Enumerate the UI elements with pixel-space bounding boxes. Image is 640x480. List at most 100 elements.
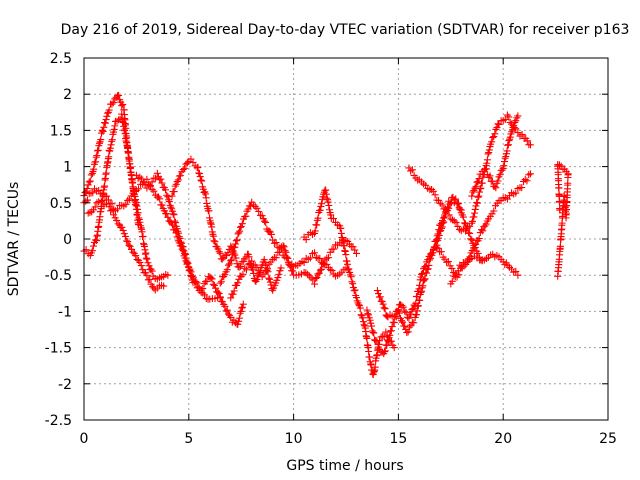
data-point: [134, 185, 142, 193]
data-point: [428, 185, 436, 193]
y-tick-label: 2: [63, 87, 72, 103]
data-point: [92, 236, 100, 244]
data-point: [111, 122, 119, 130]
data-point: [468, 192, 476, 200]
data-point: [107, 207, 115, 215]
data-point: [134, 221, 142, 229]
data-point: [238, 220, 246, 228]
data-point: [88, 247, 96, 255]
data-point: [416, 296, 424, 304]
data-point: [304, 270, 312, 278]
data-point: [318, 265, 326, 273]
data-point: [555, 184, 563, 192]
data-point: [208, 223, 216, 231]
data-point: [410, 319, 418, 327]
data-point: [239, 303, 247, 311]
data-point: [313, 274, 321, 282]
data-point: [443, 207, 451, 215]
data-point: [326, 248, 334, 256]
data-point: [177, 238, 185, 246]
data-point: [363, 334, 371, 342]
data-point: [126, 242, 134, 250]
data-point: [261, 259, 269, 267]
data-point: [239, 300, 247, 308]
data-point: [84, 181, 92, 189]
data-point: [263, 264, 271, 272]
series-track-15: [468, 112, 522, 200]
data-point: [241, 264, 249, 272]
data-point: [100, 123, 108, 131]
data-point: [315, 269, 323, 277]
data-point: [505, 137, 513, 145]
data-point: [364, 310, 372, 318]
data-point: [429, 187, 437, 195]
data-point: [457, 263, 465, 271]
data-point: [209, 280, 217, 288]
data-point: [160, 282, 168, 290]
data-point: [386, 331, 394, 339]
data-point: [265, 274, 273, 282]
data-point: [448, 277, 456, 285]
data-point: [131, 187, 139, 195]
data-point: [210, 237, 218, 245]
data-point: [302, 269, 310, 277]
data-point: [342, 251, 350, 259]
data-point: [410, 301, 418, 309]
data-point: [512, 189, 520, 197]
data-point: [274, 274, 282, 282]
data-point: [454, 200, 462, 208]
data-point: [326, 266, 334, 274]
y-tick-label: -2: [58, 377, 72, 393]
data-point: [181, 249, 189, 257]
data-point: [236, 309, 244, 317]
data-point: [306, 254, 314, 262]
data-point: [170, 211, 178, 219]
data-point: [432, 237, 440, 245]
data-point: [435, 226, 443, 234]
data-point: [92, 158, 100, 166]
data-point: [132, 252, 140, 260]
data-point: [351, 286, 359, 294]
data-point: [141, 181, 149, 189]
data-point: [200, 188, 208, 196]
data-point: [318, 200, 326, 208]
data-point: [328, 266, 336, 274]
data-point: [327, 211, 335, 219]
data-point: [168, 192, 176, 200]
data-point: [442, 205, 450, 213]
data-point: [495, 121, 503, 129]
data-point: [91, 203, 99, 211]
data-point: [153, 169, 161, 177]
data-point: [164, 213, 172, 221]
data-point: [341, 247, 349, 255]
axis-ticks: [83, 57, 609, 421]
data-point: [221, 302, 229, 310]
data-point: [514, 129, 522, 137]
data-point: [234, 279, 242, 287]
series-track-2: [80, 110, 142, 259]
data-point: [249, 266, 257, 274]
y-tick-label: 1.5: [50, 123, 72, 139]
data-point: [232, 237, 240, 245]
series-track-5: [132, 169, 247, 328]
data-point: [388, 323, 396, 331]
data-point: [163, 210, 171, 218]
data-point: [472, 240, 480, 248]
data-point: [184, 259, 192, 267]
data-point: [279, 242, 287, 250]
data-point: [526, 170, 534, 178]
data-point: [239, 270, 247, 278]
data-point: [187, 272, 195, 280]
data-point: [266, 278, 274, 286]
data-point: [373, 337, 381, 345]
x-tick-label: 10: [285, 431, 303, 447]
data-point: [474, 193, 482, 201]
data-point: [337, 224, 345, 232]
data-point: [195, 170, 203, 178]
data-point: [453, 270, 461, 278]
data-point: [345, 265, 353, 273]
data-points: [80, 91, 572, 379]
data-point: [175, 233, 183, 241]
data-point: [364, 311, 372, 319]
x-tick-label: 15: [389, 431, 407, 447]
